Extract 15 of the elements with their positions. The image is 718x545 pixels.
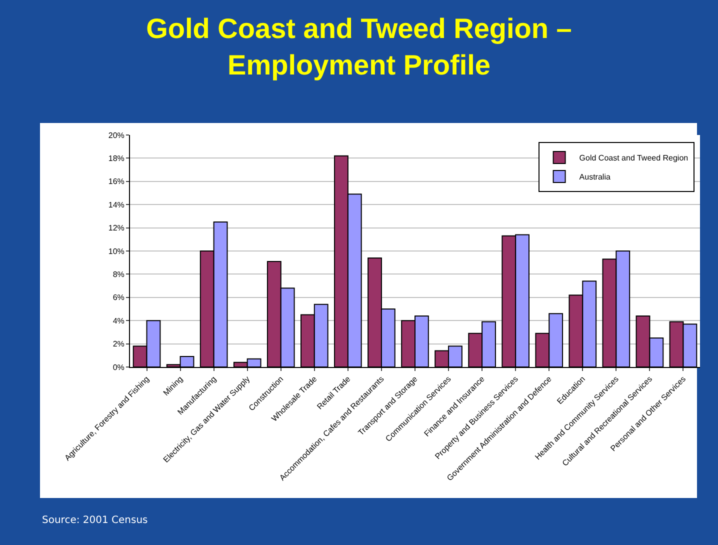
y-tick-label: 20% — [108, 130, 124, 140]
legend-label: Australia — [579, 172, 611, 182]
y-tick-label: 14% — [108, 200, 124, 210]
legend-label: Gold Coast and Tweed Region — [579, 154, 688, 163]
source-note: Source: 2001 Census — [42, 515, 148, 526]
y-tick-label: 6% — [112, 293, 124, 302]
chart-title: Gold Coast and Tweed Region – Employment Profile — [146, 13, 572, 81]
y-tick-label: 8% — [112, 270, 124, 279]
y-tick-label: 0% — [112, 362, 124, 372]
y-tick-label: 12% — [108, 224, 124, 233]
y-tick-label: 16% — [108, 177, 124, 186]
y-tick-label: 18% — [108, 154, 124, 163]
y-tick-label: 2% — [112, 340, 124, 349]
y-tick-label: 4% — [112, 316, 124, 326]
y-tick-label: 10% — [108, 246, 124, 256]
